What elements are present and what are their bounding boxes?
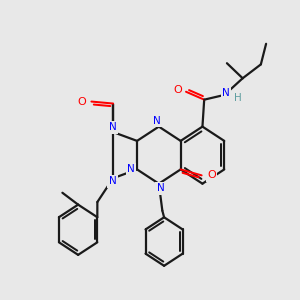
Text: N: N [109, 122, 117, 132]
Text: N: N [153, 116, 161, 126]
Text: N: N [222, 88, 230, 98]
Text: O: O [77, 97, 86, 106]
Text: N: N [109, 176, 116, 186]
Text: N: N [157, 183, 164, 194]
Text: N: N [127, 164, 135, 174]
Text: H: H [234, 93, 242, 103]
Text: O: O [207, 170, 216, 180]
Text: O: O [173, 85, 182, 95]
